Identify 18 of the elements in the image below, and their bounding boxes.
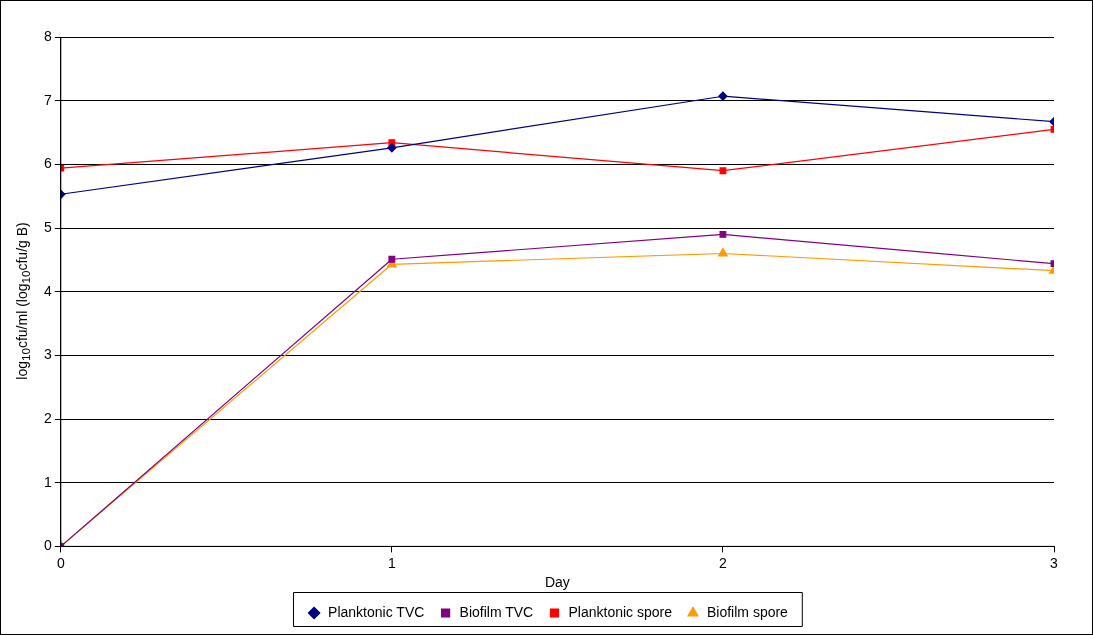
x-axis-title: Day xyxy=(544,574,570,591)
legend-label: Biofilm TVC xyxy=(459,603,534,620)
x-tick-label: 0 xyxy=(56,554,65,571)
y-tick-label: 3 xyxy=(43,346,52,363)
y-tick-label: 2 xyxy=(43,409,52,426)
x-tick-label: 1 xyxy=(387,554,396,571)
y-tick-label: 4 xyxy=(43,282,52,299)
legend-label: Biofilm spore xyxy=(706,603,789,620)
y-tick-label: 0 xyxy=(43,537,52,554)
y-tick-label: 5 xyxy=(43,218,52,235)
x-tick-label: 2 xyxy=(719,554,728,571)
y-tick-label: 6 xyxy=(43,155,52,172)
y-tick-label: 7 xyxy=(43,91,52,108)
y-tick-label: 1 xyxy=(43,473,52,490)
legend-label: Planktonic spore xyxy=(568,603,673,620)
y-tick-label: 8 xyxy=(43,27,52,44)
legend-label: Planktonic TVC xyxy=(328,603,425,620)
x-tick-label: 3 xyxy=(1050,554,1059,571)
